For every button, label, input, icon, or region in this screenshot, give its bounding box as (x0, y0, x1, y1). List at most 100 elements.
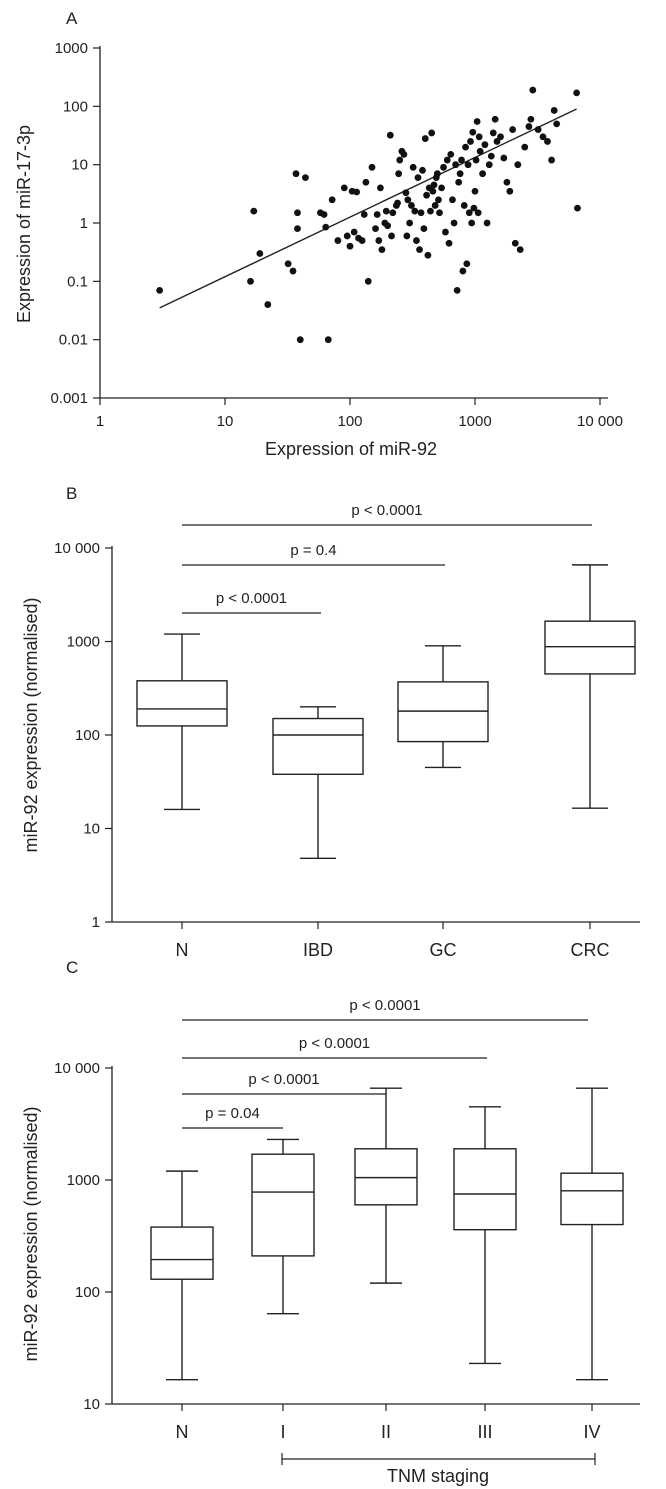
panel-b-category-label: CRC (571, 940, 610, 960)
scatter-point (394, 199, 401, 207)
panel-a-x-tick-label: 100 (337, 413, 362, 430)
scatter-point (362, 178, 370, 186)
scatter-point (343, 232, 351, 240)
scatter-point (431, 202, 439, 209)
significance-label: p < 0.0001 (349, 997, 420, 1014)
scatter-point (420, 225, 428, 233)
significance-label: p < 0.0001 (351, 502, 422, 519)
scatter-point (442, 228, 449, 236)
panel-a-y-tick-label: 100 (63, 98, 88, 115)
panel-c-significance: p = 0.04 p < 0.0001 p < 0.0001 p < 0.0001 (182, 997, 588, 1129)
scatter-point (419, 166, 426, 174)
scatter-point (447, 150, 455, 158)
scatter-point (469, 128, 477, 136)
scatter-point (452, 161, 460, 169)
panel-b-y-axis-label: miR-92 expression (normalised) (21, 597, 41, 852)
panel-a-x-tick-label: 10 (217, 413, 234, 430)
scatter-point (474, 209, 482, 217)
panel-a-y-tick-label: 0.1 (67, 273, 88, 290)
scatter-point (406, 219, 414, 227)
scatter-point (459, 267, 467, 275)
scatter-point (436, 209, 443, 217)
scatter-point (296, 336, 304, 344)
panel-a-x-tick-label: 1000 (458, 413, 491, 430)
scatter-point (473, 118, 481, 125)
scatter-point (403, 232, 411, 240)
scatter-point (465, 209, 473, 217)
panel-a-x-tick-label: 1 (96, 413, 104, 430)
scatter-point (476, 147, 484, 155)
scatter-point (423, 191, 430, 199)
panel-b-letter: B (66, 484, 77, 503)
scatter-point (375, 237, 383, 244)
scatter-point (464, 161, 472, 169)
significance-label: p = 0.04 (205, 1105, 260, 1122)
scatter-point (350, 228, 358, 236)
scatter-point (534, 126, 542, 133)
panel-c-y-axis-label: miR-92 expression (normalised) (21, 1106, 41, 1361)
panel-c-y-tick-label: 100 (75, 1284, 100, 1301)
significance-label: p < 0.0001 (216, 590, 287, 607)
scatter-point (472, 156, 480, 164)
panel-b-category-label: N (176, 940, 189, 960)
scatter-point (493, 138, 501, 145)
panel-a-x-tick-label: 10 000 (577, 413, 623, 430)
box-body (453, 1148, 517, 1231)
scatter-point (449, 196, 456, 204)
scatter-point (430, 181, 438, 189)
panel-a-y-tick-label: 1 (80, 215, 88, 232)
scatter-point (378, 246, 386, 253)
scatter-point (156, 286, 164, 294)
scatter-point (364, 277, 372, 285)
scatter-point (421, 135, 429, 142)
scatter-point (458, 156, 465, 164)
scatter-point (514, 161, 522, 169)
scatter-point (453, 286, 461, 294)
scatter-point (353, 188, 361, 196)
significance-label: p = 0.4 (290, 542, 336, 559)
scatter-point (489, 129, 497, 137)
scatter-point (388, 232, 395, 240)
scatter-point (334, 237, 342, 244)
scatter-point (250, 207, 258, 215)
scatter-point (487, 152, 495, 160)
significance-label: p < 0.0001 (299, 1035, 370, 1052)
scatter-point (389, 209, 397, 217)
scatter-point (247, 277, 254, 285)
scatter-point (404, 196, 412, 204)
panel-c-category-label: N (176, 1422, 189, 1442)
panel-c-y-tick-label: 10 000 (54, 1060, 100, 1077)
scatter-point (429, 187, 437, 195)
scatter-point (340, 184, 348, 192)
panel-b-y-tick-label: 10 (83, 821, 100, 838)
scatter-point (467, 138, 474, 145)
box-body (136, 680, 228, 727)
scatter-point (386, 131, 394, 139)
scatter-point (525, 123, 533, 130)
box-body (544, 620, 636, 675)
scatter-point (256, 250, 264, 257)
panel-b-boxes (136, 564, 636, 860)
box-body (354, 1148, 418, 1206)
scatter-point (376, 184, 384, 192)
significance-label: p < 0.0001 (248, 1071, 319, 1088)
scatter-point (360, 211, 368, 218)
scatter-point (372, 225, 379, 233)
scatter-point (463, 260, 471, 268)
scatter-point (264, 301, 272, 308)
scatter-point (409, 163, 417, 171)
scatter-point (382, 207, 390, 215)
scatter-point (320, 211, 328, 218)
panel-b-category-label: GC (430, 940, 457, 960)
scatter-point (408, 202, 415, 209)
panel-b-y-tick-label: 10 000 (54, 540, 100, 557)
panel-b-y-tick-label: 100 (75, 727, 100, 744)
scatter-point (468, 219, 476, 227)
box-body (560, 1172, 624, 1226)
panel-a-y-tick-label: 10 (71, 157, 88, 174)
panel-a-points (156, 86, 581, 344)
panel-c-y-tick-label: 1000 (67, 1172, 100, 1189)
panel-b-y-tick-label: 1 (92, 914, 100, 931)
scatter-point (328, 196, 336, 204)
